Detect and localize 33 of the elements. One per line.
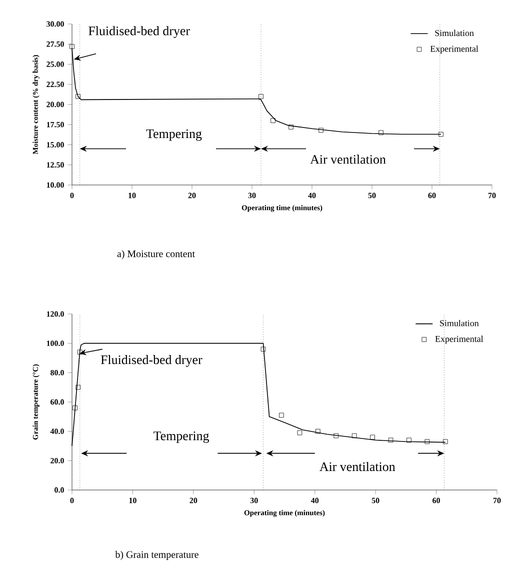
point [352,433,357,438]
point [378,130,384,136]
point [318,128,324,133]
text: b) Grain temperature [115,550,198,560]
point [279,412,284,418]
point [76,384,80,390]
legend-label: Simulation [435,30,474,36]
point [316,428,320,434]
legend-label: Experimental [435,336,484,344]
annotation: Air ventilation [320,462,396,472]
point [388,438,394,443]
text: a) Moisture content [117,250,195,260]
point [258,94,264,99]
legend-label: Simulation [440,320,479,326]
point [334,433,338,438]
point [438,132,444,137]
point [424,439,430,444]
point [78,350,82,355]
point [260,346,266,352]
point [288,124,294,130]
point [270,118,276,123]
annotation: Fluidised-bed dryer [88,26,190,38]
point [370,434,375,440]
annotation: Fluidised-bed dryer [100,355,202,367]
point [76,94,80,99]
point [297,430,302,436]
point [72,405,78,410]
annotation: Tempering [146,129,202,141]
legend-label: Experimental [430,45,478,54]
point [406,438,412,443]
annotation: Air ventilation [310,154,386,164]
annotation: Tempering [154,432,210,443]
point [442,439,448,444]
